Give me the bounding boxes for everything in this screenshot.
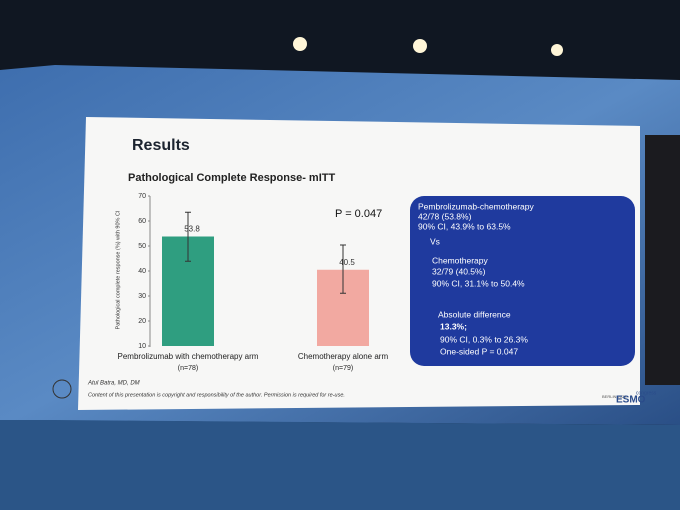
panel-text: 32/79 (40.5%) xyxy=(432,266,486,276)
panel-text: Absolute difference xyxy=(438,309,511,319)
x-tick-label: Chemotherapy alone arm xyxy=(298,352,389,361)
x-tick-note: (n=79) xyxy=(333,365,353,372)
value-label: 53.8 xyxy=(184,225,200,234)
y-axis-label: Pathological complete response (%) with … xyxy=(115,210,121,329)
panel-text: Chemotherapy xyxy=(432,255,489,265)
author: Atul Batra, MD, DM xyxy=(87,381,140,387)
y-tick-label: 10 xyxy=(138,343,146,350)
panel-text: Pembrolizumab-chemotherapy xyxy=(418,201,534,211)
panel-text: 13.3%; xyxy=(440,321,467,331)
panel-text: 90% CI, 31.1% to 50.4% xyxy=(432,278,525,288)
institution-logo xyxy=(52,379,72,399)
y-tick-label: 70 xyxy=(138,193,146,200)
panel-text: 42/78 (53.8%) xyxy=(418,211,472,221)
x-tick-note: (n=78) xyxy=(178,365,198,372)
y-tick-label: 50 xyxy=(138,243,146,250)
side-screen xyxy=(645,135,680,385)
y-tick-label: 20 xyxy=(138,318,146,325)
screen-lower xyxy=(0,420,680,510)
logo-place: BERLIN 2023 xyxy=(602,394,627,399)
panel-text: One-sided P = 0.047 xyxy=(440,346,518,356)
y-tick-label: 40 xyxy=(138,268,146,275)
light xyxy=(413,39,427,53)
slide-title: Results xyxy=(132,137,190,154)
x-tick-label: Pembrolizumab with chemotherapy arm xyxy=(118,352,259,361)
panel-text: Vs xyxy=(430,236,440,246)
logo-event: congress xyxy=(636,390,657,396)
y-tick-label: 30 xyxy=(138,293,146,300)
panel-text: 90% CI, 43.9% to 63.5% xyxy=(418,221,511,231)
value-label: 40.5 xyxy=(339,258,355,267)
annotation: P = 0.047 xyxy=(335,208,382,220)
chart-title: Pathological Complete Response- mITT xyxy=(128,172,335,184)
y-tick-label: 60 xyxy=(138,218,146,225)
logo-name: ESMO xyxy=(616,395,646,406)
panel-text: 90% CI, 0.3% to 26.3% xyxy=(440,334,528,344)
copyright: Content of this presentation is copyrigh… xyxy=(88,392,345,398)
light xyxy=(551,44,563,56)
light xyxy=(293,37,307,51)
summary-panel xyxy=(410,196,635,366)
